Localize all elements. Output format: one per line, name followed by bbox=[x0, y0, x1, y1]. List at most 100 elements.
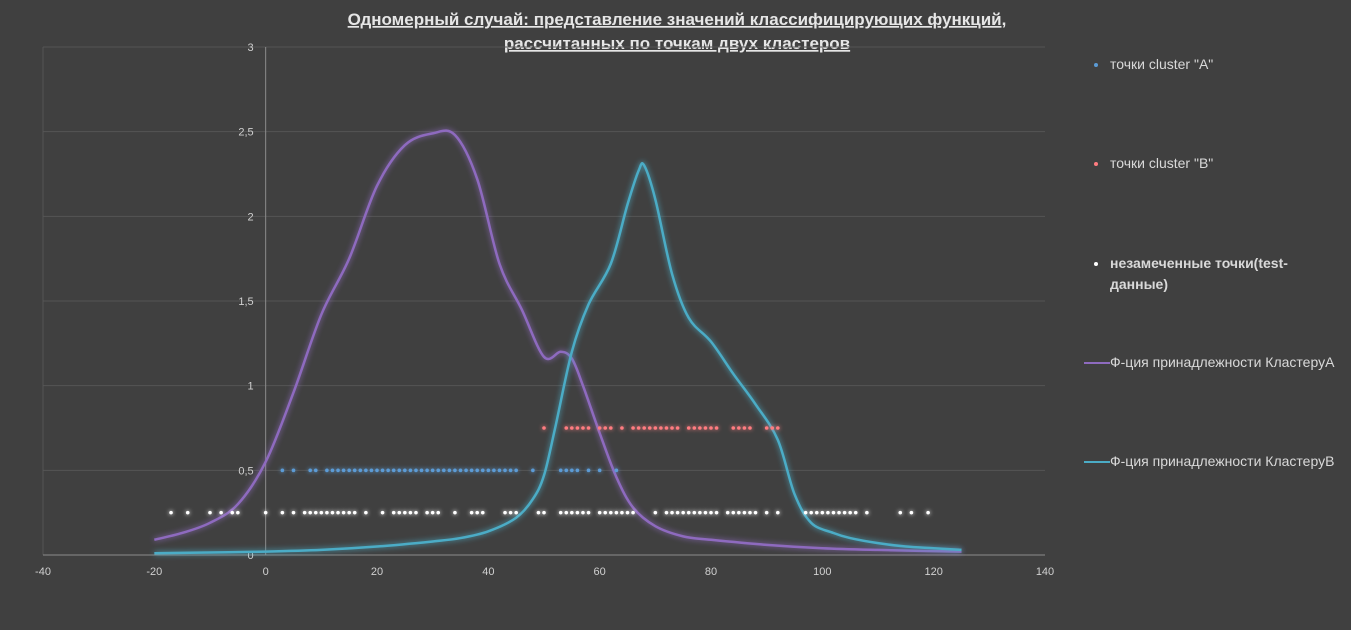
point-cluster-a-24 bbox=[436, 468, 441, 473]
x-tick-label-9: 140 bbox=[1036, 566, 1054, 578]
point-cluster-a-29 bbox=[464, 468, 468, 473]
point-cluster-a-25 bbox=[442, 468, 446, 473]
point-cluster-a-23 bbox=[430, 468, 435, 473]
y-tick-label-2: 1 bbox=[248, 381, 254, 393]
point-cluster-a-19 bbox=[408, 468, 413, 473]
point-test-points-51 bbox=[653, 510, 658, 515]
point-cluster-b-9 bbox=[620, 426, 624, 430]
legend-label-cluster-a: точки cluster "A" bbox=[1110, 56, 1214, 72]
point-test-points-49 bbox=[625, 510, 630, 515]
x-tick-label-8: 120 bbox=[924, 566, 942, 578]
x-tick-label-2: 0 bbox=[263, 566, 269, 578]
y-tick-label-1: 0,5 bbox=[238, 465, 253, 477]
legend-label-cluster-b: точки cluster "B" bbox=[1110, 155, 1214, 171]
point-test-points-66 bbox=[748, 510, 752, 515]
legend-marker-cluster-a bbox=[1080, 54, 1110, 75]
point-test-points-65 bbox=[742, 510, 747, 515]
point-test-points-38 bbox=[558, 510, 563, 515]
point-test-points-27 bbox=[430, 510, 435, 515]
point-cluster-a-41 bbox=[564, 468, 569, 473]
point-test-points-13 bbox=[325, 510, 329, 515]
point-cluster-a-1 bbox=[291, 468, 296, 473]
point-cluster-b-12 bbox=[642, 426, 646, 430]
point-test-points-71 bbox=[809, 510, 813, 515]
point-test-points-2 bbox=[208, 510, 212, 515]
x-tick-label-1: -20 bbox=[146, 566, 162, 578]
legend-marker-membership-a bbox=[1080, 352, 1110, 373]
point-test-points-41 bbox=[575, 510, 580, 515]
x-tick-label-4: 40 bbox=[482, 566, 494, 578]
point-cluster-a-17 bbox=[397, 468, 402, 473]
x-tick-label-3: 20 bbox=[371, 566, 383, 578]
point-test-points-76 bbox=[837, 510, 841, 515]
point-cluster-a-40 bbox=[558, 468, 563, 473]
point-cluster-a-9 bbox=[352, 468, 357, 473]
point-cluster-b-11 bbox=[636, 426, 641, 430]
point-test-points-36 bbox=[536, 510, 541, 515]
point-cluster-b-27 bbox=[742, 426, 747, 430]
legend-item-test-points: незамеченные точки(test-данные) bbox=[1080, 253, 1340, 295]
point-test-points-47 bbox=[614, 510, 619, 515]
point-test-points-81 bbox=[898, 510, 903, 515]
point-cluster-a-10 bbox=[358, 468, 363, 473]
point-test-points-83 bbox=[926, 510, 930, 515]
point-test-points-69 bbox=[776, 510, 780, 515]
point-test-points-48 bbox=[620, 510, 624, 515]
legend-marker-test-points bbox=[1080, 253, 1110, 274]
point-test-points-64 bbox=[737, 510, 741, 515]
point-test-points-12 bbox=[319, 510, 324, 515]
point-cluster-a-6 bbox=[336, 468, 340, 473]
point-test-points-58 bbox=[698, 510, 702, 515]
point-cluster-b-22 bbox=[703, 426, 708, 430]
point-test-points-25 bbox=[414, 510, 418, 515]
chart-title-line-1: Одномерный случай: представление значени… bbox=[348, 10, 1007, 29]
point-cluster-b-15 bbox=[659, 426, 663, 430]
point-test-points-9 bbox=[302, 510, 307, 515]
x-tick-label-5: 60 bbox=[594, 566, 606, 578]
point-test-points-6 bbox=[263, 510, 268, 515]
point-test-points-73 bbox=[820, 510, 825, 515]
point-test-points-4 bbox=[230, 510, 235, 515]
data-points bbox=[169, 426, 930, 515]
point-cluster-a-27 bbox=[453, 468, 457, 473]
point-test-points-63 bbox=[731, 510, 736, 515]
point-test-points-57 bbox=[692, 510, 697, 515]
point-cluster-a-30 bbox=[469, 468, 474, 473]
point-test-points-42 bbox=[581, 510, 585, 515]
point-test-points-15 bbox=[336, 510, 340, 515]
point-test-points-37 bbox=[542, 510, 546, 515]
point-test-points-70 bbox=[803, 510, 808, 515]
point-test-points-11 bbox=[313, 510, 318, 515]
point-cluster-a-37 bbox=[508, 468, 513, 473]
point-cluster-a-8 bbox=[347, 468, 351, 473]
point-test-points-39 bbox=[564, 510, 569, 515]
point-test-points-77 bbox=[842, 510, 847, 515]
legend-item-membership-b: Ф-ция принадлежности КластеруB bbox=[1080, 451, 1340, 472]
point-cluster-b-14 bbox=[653, 426, 658, 430]
point-cluster-a-26 bbox=[447, 468, 452, 473]
point-test-points-53 bbox=[670, 510, 674, 515]
tick-labels: -40 -20 0 20 40 60 80 100 120 140 0 0,5 1 1,5 2 2,5 3 bbox=[35, 42, 1054, 578]
x-tick-label-6: 80 bbox=[705, 566, 717, 578]
point-test-points-61 bbox=[714, 510, 719, 515]
point-cluster-a-36 bbox=[503, 468, 507, 473]
point-test-points-56 bbox=[686, 510, 691, 515]
x-tick-label-0: -40 bbox=[35, 566, 51, 578]
point-cluster-a-13 bbox=[375, 468, 379, 473]
point-cluster-b-6 bbox=[597, 426, 602, 430]
point-cluster-a-35 bbox=[497, 468, 502, 473]
point-test-points-30 bbox=[469, 510, 474, 515]
point-cluster-a-5 bbox=[330, 468, 335, 473]
point-cluster-b-24 bbox=[714, 426, 719, 430]
point-cluster-a-28 bbox=[458, 468, 463, 473]
point-test-points-78 bbox=[848, 510, 852, 515]
point-test-points-17 bbox=[347, 510, 351, 515]
point-cluster-b-23 bbox=[709, 426, 713, 430]
point-cluster-a-42 bbox=[570, 468, 574, 473]
point-test-points-55 bbox=[681, 510, 685, 515]
point-cluster-a-0 bbox=[280, 468, 285, 473]
legend-label-membership-b: Ф-ция принадлежности КластеруB bbox=[1110, 453, 1335, 469]
point-test-points-54 bbox=[675, 510, 680, 515]
point-test-points-34 bbox=[508, 510, 513, 515]
legend-label-test-points: незамеченные точки(test-данные) bbox=[1110, 255, 1288, 292]
